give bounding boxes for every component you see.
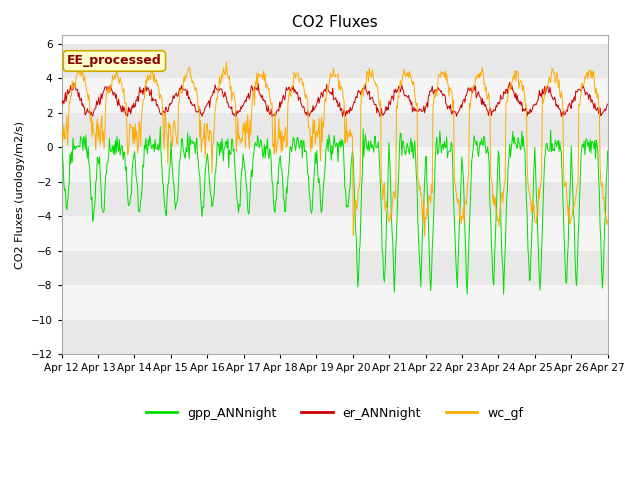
Text: EE_processed: EE_processed — [67, 54, 162, 68]
Bar — [61, 320, 608, 354]
Legend: gpp_ANNnight, er_ANNnight, wc_gf: gpp_ANNnight, er_ANNnight, wc_gf — [141, 402, 529, 425]
Bar — [61, 251, 608, 285]
Y-axis label: CO2 Fluxes (urology/m2/s): CO2 Fluxes (urology/m2/s) — [15, 120, 25, 269]
Bar — [61, 113, 608, 147]
Bar — [61, 147, 608, 182]
Bar — [61, 285, 608, 320]
Bar — [61, 216, 608, 251]
Title: CO2 Fluxes: CO2 Fluxes — [292, 15, 378, 30]
Bar — [61, 182, 608, 216]
Bar — [61, 78, 608, 113]
Bar — [61, 44, 608, 78]
